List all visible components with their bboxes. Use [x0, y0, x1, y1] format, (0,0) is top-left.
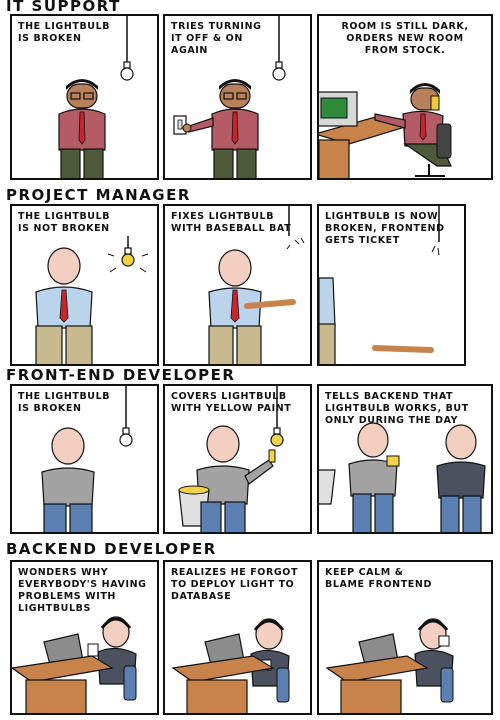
panel-it-1: THE LIGHTBULB IS BROKEN — [10, 14, 159, 180]
panel-caption: LIGHTBULB IS NOW BROKEN, FRONTEND GETS T… — [325, 211, 445, 246]
panel-caption: WONDERS WHY EVERYBODY'S HAVING PROBLEMS … — [18, 567, 147, 614]
panel-caption: THE LIGHTBULB IS NOT BROKEN — [18, 211, 111, 234]
backend-figure-realizing — [171, 618, 290, 713]
backend-figure-calm — [325, 618, 454, 713]
row-title-it-support: IT SUPPORT — [6, 0, 121, 15]
pm-figure-standing — [35, 236, 149, 364]
panel-caption: REALIZES HE FORGOT TO DEPLOY LIGHT TO DA… — [171, 567, 299, 602]
panel-caption: COVERS LIGHTBULB WITH YELLOW PAINT — [171, 391, 292, 414]
panel-caption: KEEP CALM & BLAME FRONTEND — [325, 567, 432, 590]
it-support-figure-desk-phone — [319, 83, 452, 178]
panel-fe-2: COVERS LIGHTBULB WITH YELLOW PAINT — [163, 384, 312, 534]
frontend-figure-painting — [178, 386, 284, 532]
it-support-figure-switch — [173, 16, 286, 178]
row-title-backend-developer: BACKEND DEVELOPER — [6, 540, 217, 558]
panel-be-3: KEEP CALM & BLAME FRONTEND — [317, 560, 493, 715]
panel-caption: ROOM IS STILL DARK, ORDERS NEW ROOM FROM… — [341, 21, 469, 56]
row-title-front-end-developer: FRONT-END DEVELOPER — [6, 366, 236, 384]
panel-pm-1: THE LIGHTBULB IS NOT BROKEN — [10, 204, 159, 366]
panel-fe-3: TELLS BACKEND THAT LIGHTBULB WORKS, BUT … — [317, 384, 493, 534]
pm-figure-bat — [208, 206, 305, 364]
panel-caption: FIXES LIGHTBULB WITH BASEBALL BAT — [171, 211, 292, 234]
panel-pm-2: FIXES LIGHTBULB WITH BASEBALL BAT — [163, 204, 312, 366]
panel-caption: THE LIGHTBULB IS BROKEN — [18, 21, 111, 44]
frontend-and-backend-figures — [319, 422, 486, 532]
frontend-figure-standing — [41, 386, 133, 532]
panel-it-3: ROOM IS STILL DARK, ORDERS NEW ROOM FROM… — [317, 14, 493, 180]
panel-fe-1: THE LIGHTBULB IS BROKEN — [10, 384, 159, 534]
panel-caption: THE LIGHTBULB IS BROKEN — [18, 391, 111, 414]
panel-it-2: TRIES TURNING IT OFF & ON AGAIN — [163, 14, 312, 180]
it-support-figure-standing — [58, 16, 134, 178]
panel-be-1: WONDERS WHY EVERYBODY'S HAVING PROBLEMS … — [10, 560, 159, 715]
panel-caption: TRIES TURNING IT OFF & ON AGAIN — [171, 21, 262, 56]
backend-figure-at-desk — [12, 616, 137, 713]
panel-caption: TELLS BACKEND THAT LIGHTBULB WORKS, BUT … — [325, 391, 469, 426]
pm-figure-leaving — [319, 206, 440, 364]
row-title-project-manager: PROJECT MANAGER — [6, 186, 191, 204]
panel-pm-3: LIGHTBULB IS NOW BROKEN, FRONTEND GETS T… — [317, 204, 466, 366]
panel-be-2: REALIZES HE FORGOT TO DEPLOY LIGHT TO DA… — [163, 560, 312, 715]
